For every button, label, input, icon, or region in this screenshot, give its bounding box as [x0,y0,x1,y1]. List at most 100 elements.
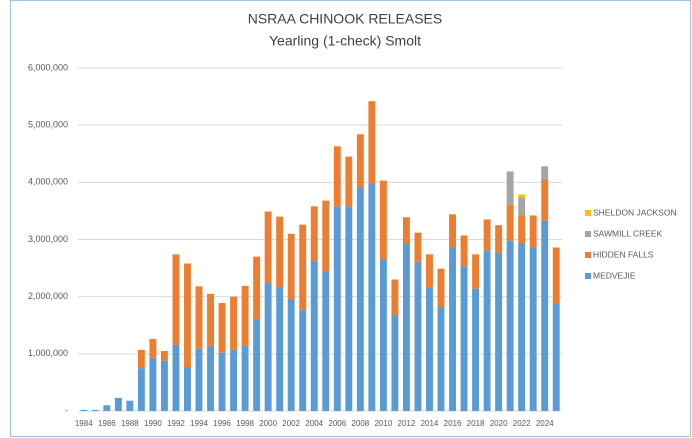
bar-segment [483,250,491,411]
x-tick-label: 1996 [213,419,231,428]
bar-segment [449,247,456,411]
bar-segment [276,286,284,411]
bar-segment [472,254,480,289]
bar-segment [241,345,249,411]
bar-segment [241,285,249,346]
bar-segment [172,344,180,411]
legend-label: SAWMILL CREEK [593,228,663,238]
bar-segment [391,279,399,315]
x-tick-label: 1984 [75,419,93,428]
x-tick-label: 1998 [236,419,254,428]
bar-segment [276,216,284,287]
bar-segment [195,348,203,411]
legend-swatch [585,252,591,258]
y-tick-label: 2,000,000 [28,291,68,301]
y-tick-label: 5,000,000 [28,120,68,130]
bar-segment [114,397,122,411]
bar-segment [172,254,180,345]
bar-segment [518,197,526,216]
bar-segment [322,200,330,272]
chart-title: NSRAA CHINOOK RELEASES [248,11,443,27]
bar-segment [460,266,468,411]
bar-segment [368,101,376,184]
x-tick-label: 1990 [144,419,162,428]
x-tick-label: 2024 [536,419,554,428]
bar-segment [322,271,330,411]
x-tick-label: 2014 [421,419,439,428]
y-tick-label: 3,000,000 [28,234,68,244]
bar-segment [541,220,549,411]
bar-segment [333,206,341,411]
x-tick-label: 2022 [513,419,531,428]
bar-segment [426,254,433,288]
bar-segment [218,302,226,353]
bar-segment [506,204,514,241]
bar-segment [160,350,168,361]
x-tick-label: 2020 [490,419,508,428]
bar-segment [449,214,456,248]
bar-segment [299,224,307,310]
bar-segment [333,146,341,207]
bar-segment [264,211,272,283]
bar-segment [264,282,272,411]
x-tick-label: 2012 [398,419,416,428]
bar-segment [287,233,295,300]
bar-segment [460,235,468,267]
bar-segment [149,338,157,358]
y-tick-label: 4,000,000 [28,177,68,187]
x-tick-label: 2002 [282,419,300,428]
bar-segment [345,156,353,207]
x-tick-label: 1994 [190,419,208,428]
bar-segment [506,240,514,411]
bar-segment [368,183,376,411]
bar-segment [437,306,445,411]
bar-segment [518,243,526,411]
bar-segment [310,260,318,411]
bar-segment [541,166,549,180]
bar-segment [379,180,387,260]
bar-segment [195,286,203,349]
bar-segment [391,314,399,411]
x-tick-label: 2018 [467,419,485,428]
bar-segment [379,259,387,411]
bar-segment [299,309,307,411]
bar-segment [518,215,526,244]
bar-segment [402,243,410,411]
y-tick-label: - [65,405,68,415]
legend-label: MEDVEJIE [593,270,636,280]
bar-segment [414,261,422,411]
x-tick-label: 1992 [167,419,185,428]
x-tick-label: 1986 [98,419,116,428]
bar-segment [356,134,364,188]
bar-segment [495,252,503,411]
x-tick-label: 2016 [444,419,462,428]
bar-segment [137,368,145,411]
bar-segment [149,357,157,411]
x-tick-label: 2010 [374,419,392,428]
bar-segment [402,217,410,244]
x-tick-label: 2004 [305,419,323,428]
bar-segment [80,409,88,411]
bar-segment [518,194,526,198]
bar-segment [207,293,214,346]
bar-segment [552,303,560,411]
bar-segment [472,288,480,411]
bar-segment [345,206,353,411]
legend-swatch [585,231,591,237]
chart-subtitle: Yearling (1-check) Smolt [269,33,421,49]
bar-segment [529,247,537,411]
bar-segment [253,318,261,411]
bar-segment [218,352,226,411]
y-tick-label: 1,000,000 [28,348,68,358]
legend-swatch [585,273,591,279]
bar-segment [437,268,445,307]
bar-segment [310,206,318,261]
bar-segment [207,345,214,411]
bar-segment [541,179,549,221]
bar-segment [230,349,238,411]
bar-segment [483,219,491,251]
legend-label: HIDDEN FALLS [593,249,654,259]
bar-segment [126,400,134,411]
legend-swatch [585,210,591,216]
